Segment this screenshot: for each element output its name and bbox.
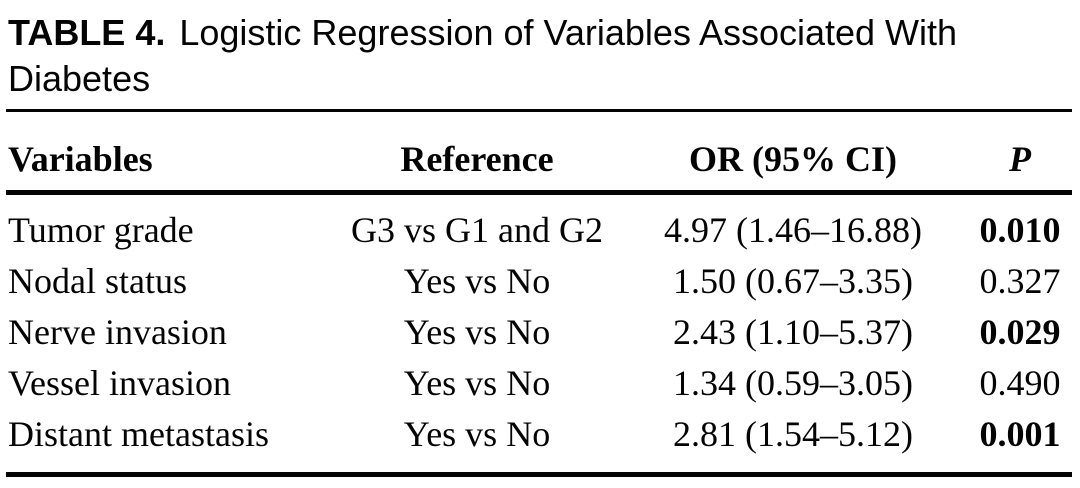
col-header-variables: Variables [6,110,336,195]
cell-or-ci: 4.97 (1.46–16.88) [664,210,922,250]
header-row: Variables Reference OR (95% CI) P [6,110,1072,195]
cell-p-value: 0.010 [979,210,1061,250]
cell-p-value: 0.490 [979,363,1061,403]
cell-variable: Distant metastasis [8,414,269,454]
cell-reference: Yes vs No [403,261,551,301]
cell-p-value: 0.001 [979,414,1061,454]
cell-reference: G3 vs G1 and G2 [351,210,603,250]
cell-or-ci: 2.43 (1.10–5.37) [673,312,913,352]
cell-variable: Nodal status [8,261,187,301]
table-row: Vessel invasion Yes vs No 1.34 (0.59–3.0… [6,358,1072,409]
table-title-text: Logistic Regression of Variables Associa… [8,12,958,99]
table-number: TABLE 4. [8,12,166,53]
table-row: Nodal status Yes vs No 1.50 (0.67–3.35) … [6,256,1072,307]
cell-variable: Tumor grade [8,210,194,250]
cell-or-ci: 2.81 (1.54–5.12) [673,414,913,454]
table-row: Nerve invasion Yes vs No 2.43 (1.10–5.37… [6,307,1072,358]
cell-p-value: 0.029 [979,312,1061,352]
cell-reference: Yes vs No [403,363,551,403]
col-header-p: P [968,110,1072,195]
col-header-reference: Reference [336,110,618,195]
cell-reference: Yes vs No [403,414,551,454]
cell-variable: Nerve invasion [8,312,227,352]
table-row: Distant metastasis Yes vs No 2.81 (1.54–… [6,409,1072,475]
table-row: Tumor grade G3 vs G1 and G2 4.97 (1.46–1… [6,193,1072,257]
cell-variable: Vessel invasion [8,363,231,403]
col-header-or-ci: OR (95% CI) [618,110,968,195]
cell-reference: Yes vs No [403,312,551,352]
regression-table: Variables Reference OR (95% CI) P Tumor … [6,109,1072,477]
cell-or-ci: 1.50 (0.67–3.35) [673,261,913,301]
cell-p-value: 0.327 [979,261,1061,301]
table-caption: TABLE 4. Logistic Regression of Variables… [8,10,1008,102]
cell-or-ci: 1.34 (0.59–3.05) [673,363,913,403]
